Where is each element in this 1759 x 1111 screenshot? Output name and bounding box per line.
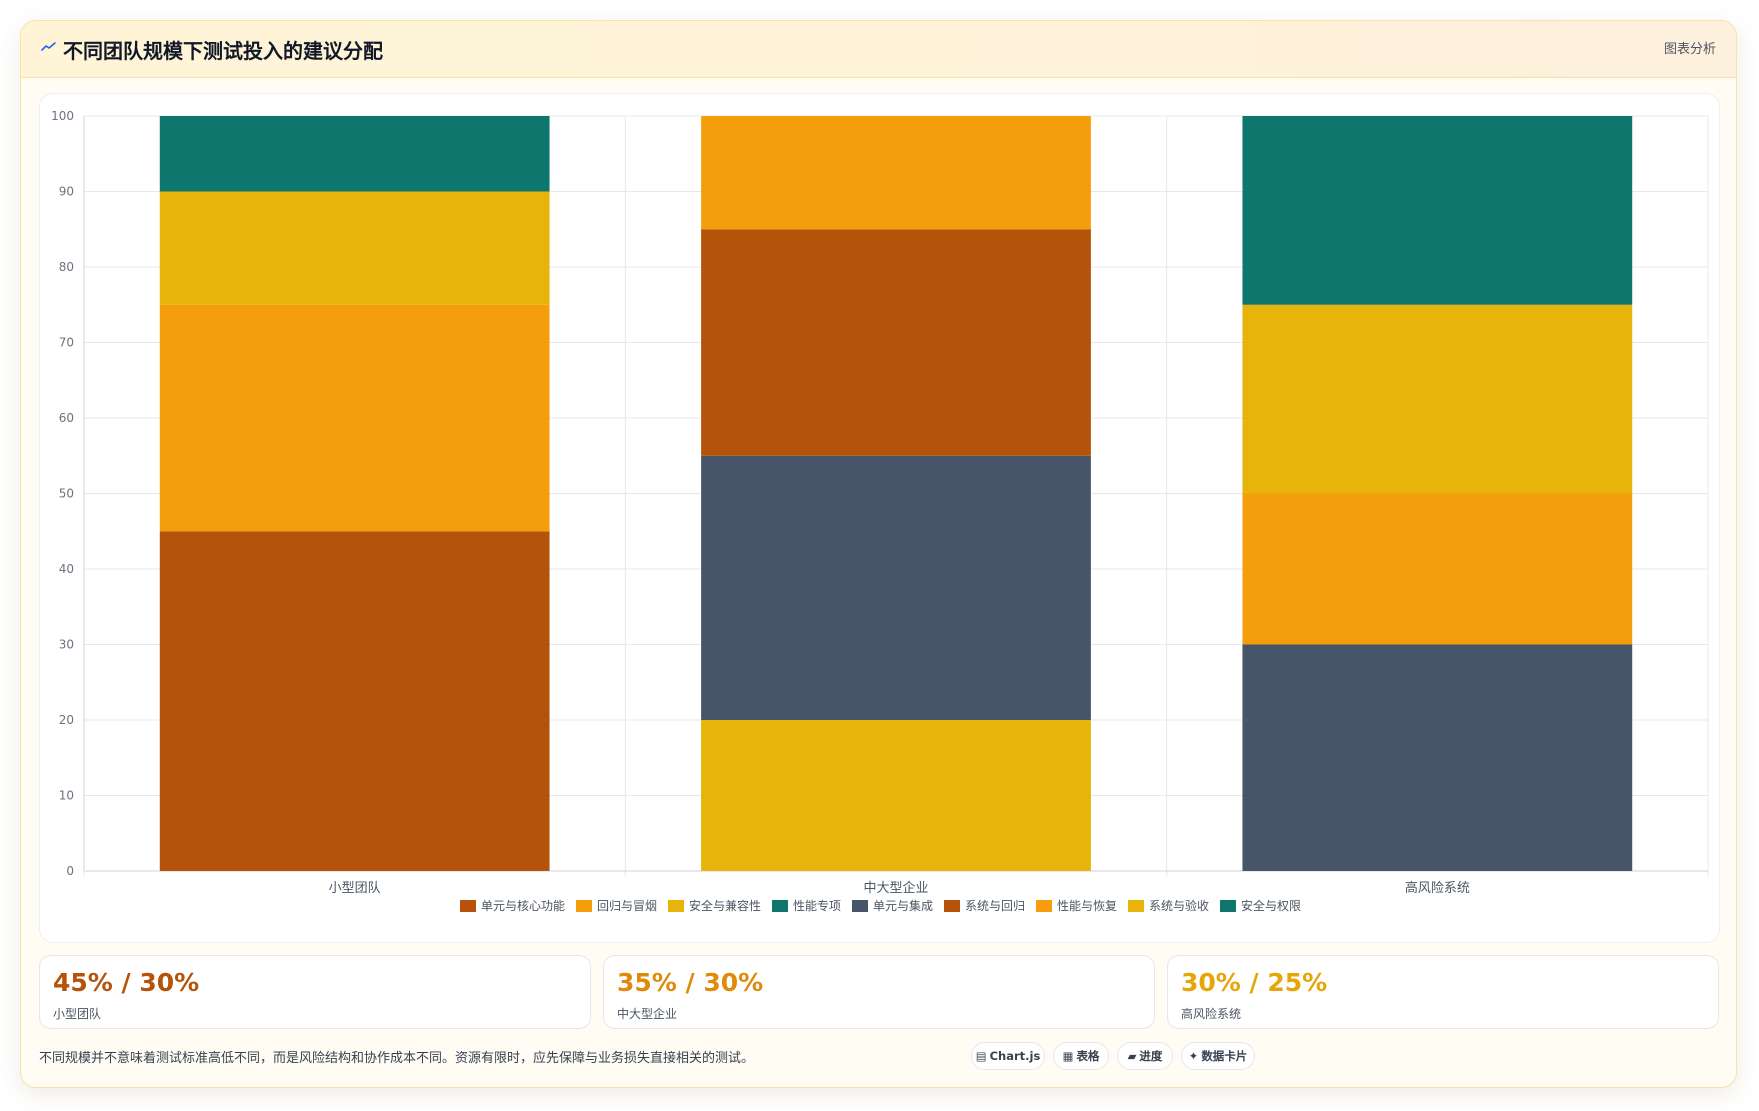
legend-swatch — [1128, 900, 1145, 912]
progress-icon: ▰ — [1127, 1049, 1137, 1063]
legend-swatch — [667, 900, 684, 912]
pill-label: 表格 — [1076, 1049, 1100, 1063]
sparkle-icon: ✦ — [1188, 1049, 1199, 1063]
legend-label: 系统与回归 — [965, 899, 1025, 913]
y-tick-label: 20 — [59, 713, 74, 727]
card-header: 不同团队规模下测试投入的建议分配 图表分析 — [21, 21, 1736, 78]
y-tick-label: 30 — [59, 638, 74, 652]
x-tick-label: 小型团队 — [329, 881, 381, 896]
stat-value: 35% / 30% — [617, 968, 764, 997]
legend-swatch — [1220, 900, 1237, 912]
stat-card-high-risk: 30% / 25% 高风险系统 — [1167, 955, 1719, 1029]
x-tick-label: 高风险系统 — [1405, 880, 1470, 896]
footnote: 不同规模并不意味着测试标准高低不同，而是风险结构和协作成本不同。资源有限时，应先… — [39, 1051, 755, 1066]
y-tick-label: 10 — [59, 789, 74, 803]
bar-segment — [1242, 493, 1633, 645]
pill-chartjs[interactable]: ▤ Chart.js — [971, 1042, 1045, 1070]
trend-line-icon — [41, 42, 56, 51]
bar-segment — [159, 304, 550, 532]
pill-label: 进度 — [1139, 1049, 1163, 1063]
stat-card-small-team: 45% / 30% 小型团队 — [39, 955, 591, 1029]
chart-card: 不同团队规模下测试投入的建议分配 图表分析 0 10 20 30 40 50 60 70 80 9… — [20, 20, 1737, 1088]
pill-progress[interactable]: ▰ 进度 — [1117, 1042, 1173, 1070]
stat-card-enterprise: 35% / 30% 中大型企业 — [603, 955, 1155, 1029]
legend-label: 性能专项 — [793, 898, 841, 913]
y-tick-label: 70 — [59, 336, 74, 350]
bar-segment — [159, 116, 550, 192]
stat-value: 45% / 30% — [53, 968, 200, 997]
chart-panel: 0 10 20 30 40 50 60 70 80 90 100 小型团队 中大型企业 高风险系统单元与核… — [39, 93, 1720, 943]
bar-segment — [701, 455, 1091, 720]
y-tick-label: 90 — [59, 185, 74, 199]
bar-segment — [701, 720, 1091, 871]
stat-label: 中大型企业 — [617, 1007, 678, 1021]
bar-segment — [1242, 304, 1633, 494]
legend-swatch — [459, 900, 476, 912]
table-icon: ▦ — [1062, 1049, 1074, 1063]
legend-swatch — [944, 900, 961, 912]
legend-label: 单元与核心功能 — [481, 899, 565, 913]
legend-swatch — [771, 900, 788, 912]
bar-segment — [159, 531, 550, 871]
bar-segment — [159, 191, 550, 305]
chart-icon: ▤ — [975, 1049, 987, 1063]
y-tick-label: 50 — [59, 487, 74, 501]
legend-swatch — [851, 900, 868, 912]
x-tick-label: 中大型企业 — [863, 880, 928, 896]
stat-label: 小型团队 — [53, 1007, 102, 1021]
bar-segment — [1242, 116, 1633, 305]
legend-swatch — [1036, 900, 1053, 912]
legend-label: 系统与验收 — [1149, 898, 1209, 913]
legend-label: 安全与权限 — [1241, 898, 1301, 913]
legend-label: 性能与恢复 — [1057, 899, 1117, 913]
legend-label: 回归与冒烟 — [597, 899, 657, 913]
bar-segment — [1242, 644, 1633, 871]
bar-segment — [701, 116, 1091, 230]
y-tick-label: 100 — [51, 109, 74, 123]
stat-value: 30% / 25% — [1181, 968, 1328, 997]
chart-analysis-tag: 图表分析 — [1663, 42, 1716, 57]
pill-data-cards[interactable]: ✦ 数据卡片 — [1181, 1042, 1255, 1070]
legend-label: 单元与集成 — [873, 898, 933, 913]
legend-label: 安全与兼容性 — [689, 898, 761, 913]
y-tick-label: 40 — [59, 562, 74, 576]
y-tick-label: 60 — [59, 411, 74, 425]
pill-table[interactable]: ▦ 表格 — [1053, 1042, 1109, 1070]
stat-label: 高风险系统 — [1181, 1007, 1242, 1021]
chart-title: 不同团队规模下测试投入的建议分配 — [63, 39, 383, 63]
pill-label: 数据卡片 — [1201, 1049, 1248, 1063]
bar-segment — [701, 229, 1091, 456]
pill-label: Chart.js — [989, 1049, 1041, 1063]
legend-swatch — [575, 900, 592, 912]
stacked-bar-chart: 0 10 20 30 40 50 60 70 80 90 100 小型团队 中大型企业 高风险系统单元与核… — [51, 109, 1709, 913]
y-tick-label: 80 — [59, 260, 74, 274]
y-tick-label: 0 — [66, 864, 74, 878]
